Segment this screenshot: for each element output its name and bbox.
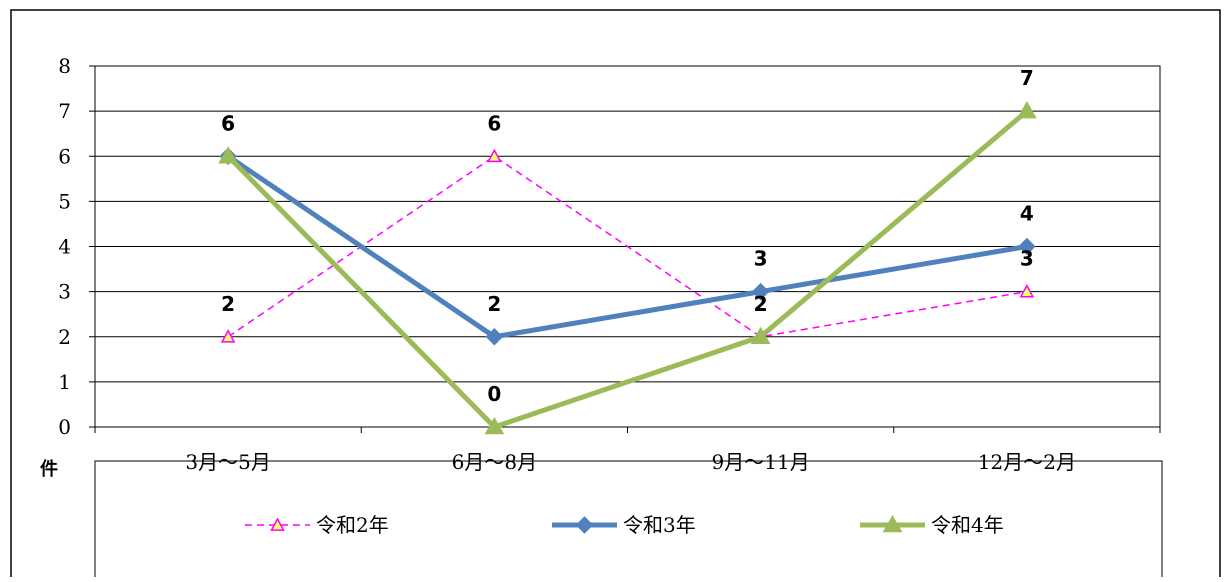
series-point	[1017, 101, 1037, 119]
axes: 0 1 2 3 4 5 6 7 8 3月～5月 6月～8月 9月～11月 12月～2月	[58, 54, 1161, 474]
y-tick-label: 0	[58, 415, 71, 439]
y-tick-label: 5	[58, 189, 71, 213]
series-line	[226, 109, 1029, 430]
series-line	[226, 154, 1028, 340]
x-tick-label: 3月～5月	[185, 450, 270, 474]
series-layer	[218, 101, 1037, 435]
legend-item-1: 令和2年	[245, 513, 389, 537]
data-label: 2	[754, 292, 768, 316]
data-label: 6	[221, 111, 235, 135]
series-point	[1019, 284, 1035, 298]
y-unit-label: 件	[40, 458, 58, 480]
data-label: 7	[1020, 66, 1034, 90]
y-tick-label: 2	[58, 325, 71, 349]
legend: 令和2年 令和3年 令和4年	[245, 513, 1004, 537]
y-tick-label: 8	[58, 54, 71, 78]
legend-label: 令和4年	[931, 513, 1004, 537]
legend-box	[94, 460, 1163, 582]
series-point	[1018, 237, 1036, 256]
data-label: 2	[754, 292, 768, 316]
legend-marker	[270, 517, 285, 531]
x-tick-label: 9月～11月	[712, 450, 810, 474]
y-tick-label: 6	[58, 144, 71, 168]
series-point	[487, 148, 502, 163]
data-label: 6	[487, 111, 501, 135]
data-label: 6	[221, 111, 235, 135]
series-point	[220, 329, 236, 343]
x-tick-label: 6月～8月	[452, 450, 537, 474]
legend-marker	[575, 516, 594, 534]
data-label: 3	[1020, 247, 1034, 271]
legend-item-2: 令和3年	[552, 513, 696, 537]
legend-label: 令和2年	[316, 513, 389, 537]
legend-item-3: 令和4年	[860, 513, 1004, 537]
chart-frame	[10, 9, 1221, 582]
series-point	[750, 326, 771, 344]
y-tick-label: 1	[58, 370, 71, 394]
data-label: 2	[221, 292, 235, 316]
y-tick-label: 7	[58, 99, 71, 123]
series-point	[485, 328, 504, 346]
data-label: 0	[487, 382, 501, 406]
data-label: 3	[754, 247, 768, 271]
data-label: 4	[1020, 202, 1034, 226]
legend-label: 令和3年	[623, 513, 696, 537]
series-3	[218, 101, 1037, 435]
x-tick-label: 12月～2月	[978, 450, 1076, 474]
series-point	[751, 282, 770, 301]
y-tick-label: 3	[58, 280, 71, 304]
data-label: 2	[487, 292, 501, 316]
y-tick-label: 4	[58, 235, 71, 259]
series-point	[484, 416, 505, 435]
legend-marker	[882, 514, 903, 533]
series-point	[218, 146, 238, 164]
